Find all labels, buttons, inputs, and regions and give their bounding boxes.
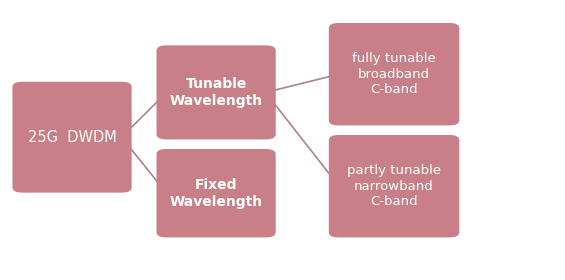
- FancyBboxPatch shape: [157, 149, 276, 237]
- FancyBboxPatch shape: [329, 135, 459, 237]
- Text: Tunable
Wavelength: Tunable Wavelength: [170, 77, 263, 108]
- Text: Fixed
Wavelength: Fixed Wavelength: [170, 178, 263, 209]
- FancyBboxPatch shape: [329, 23, 459, 125]
- FancyBboxPatch shape: [12, 82, 132, 193]
- Text: 25G  DWDM: 25G DWDM: [28, 130, 116, 145]
- Text: partly tunable
narrowband
C-band: partly tunable narrowband C-band: [347, 164, 441, 208]
- Text: fully tunable
broadband
C-band: fully tunable broadband C-band: [352, 52, 436, 96]
- FancyBboxPatch shape: [157, 45, 276, 139]
